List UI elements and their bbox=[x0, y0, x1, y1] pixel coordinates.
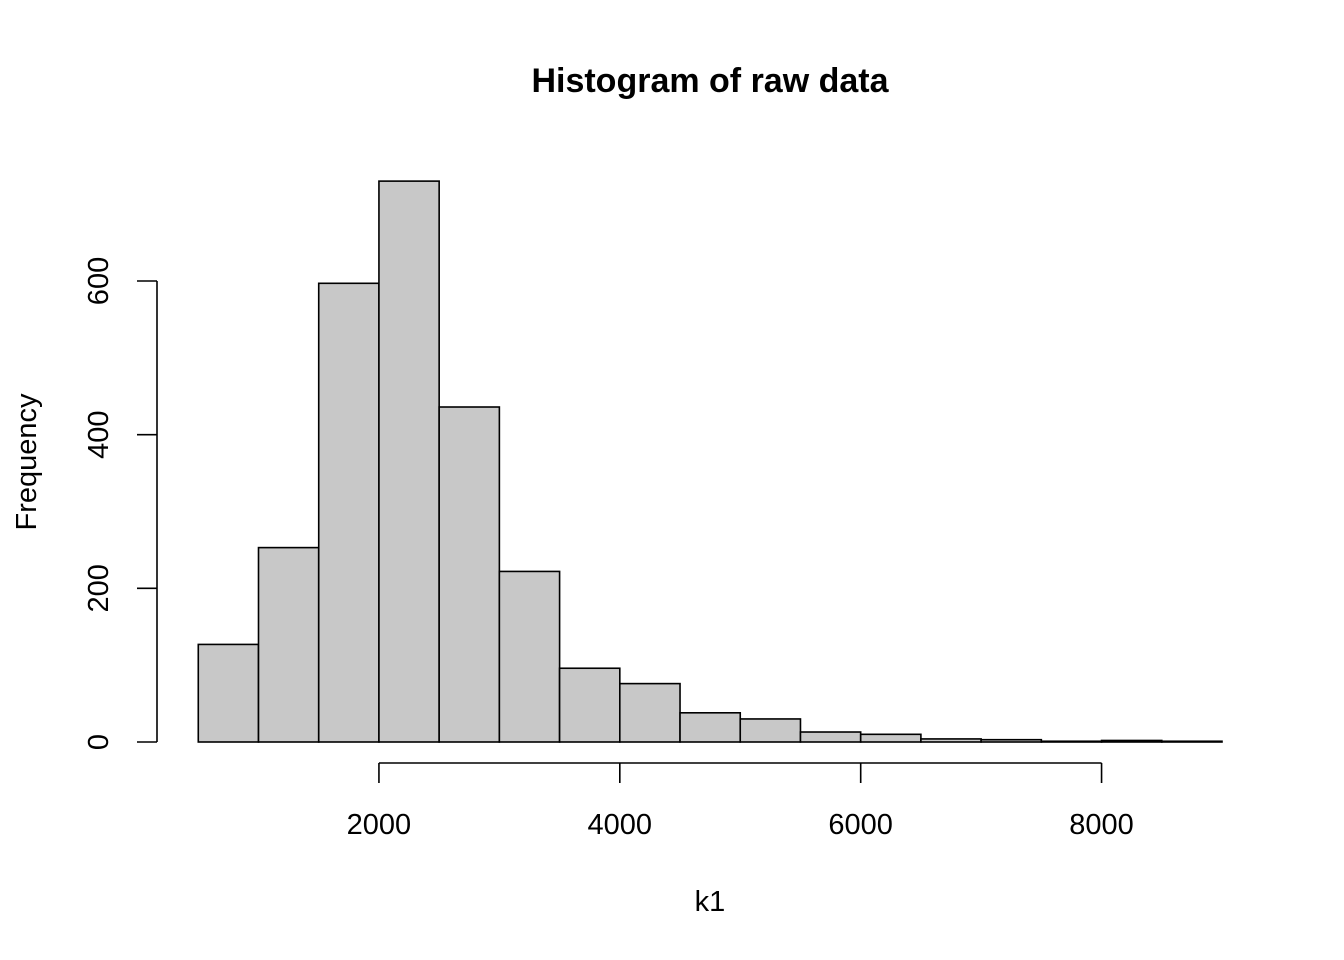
x-tick-label-2000: 2000 bbox=[347, 809, 412, 841]
histogram-bar-15 bbox=[1100, 739, 1163, 743]
x-tick-label-8000: 8000 bbox=[1069, 809, 1134, 841]
histogram-bar-1 bbox=[257, 546, 320, 743]
x-tick-label-6000: 6000 bbox=[828, 809, 893, 841]
chart-title: Histogram of raw data bbox=[531, 62, 889, 100]
bars-group bbox=[197, 180, 1223, 743]
histogram-bar-16 bbox=[1160, 740, 1223, 743]
histogram-bar-8 bbox=[679, 712, 742, 743]
y-tick-label-600: 600 bbox=[83, 257, 115, 305]
y-tick-label-200: 200 bbox=[83, 564, 115, 612]
y-tick-label-0: 0 bbox=[83, 734, 115, 750]
histogram-bar-6 bbox=[558, 667, 621, 743]
x-axis: 2000 4000 6000 8000 bbox=[347, 762, 1134, 841]
histogram-bar-3 bbox=[378, 180, 440, 743]
histogram-bar-12 bbox=[920, 738, 982, 743]
histogram-bar-9 bbox=[739, 718, 802, 743]
histogram-bar-7 bbox=[619, 682, 681, 743]
histogram-bar-5 bbox=[498, 570, 561, 743]
histogram-bar-13 bbox=[980, 738, 1043, 743]
histogram-bar-4 bbox=[438, 406, 501, 743]
y-tick-label-400: 400 bbox=[83, 410, 115, 458]
histogram-bar-14 bbox=[1040, 740, 1103, 743]
y-axis: 0 200 400 600 bbox=[83, 257, 158, 750]
histogram-bar-0 bbox=[197, 643, 260, 743]
y-axis-label: Frequency bbox=[11, 393, 43, 531]
x-axis-label: k1 bbox=[695, 886, 726, 918]
histogram-bar-11 bbox=[859, 733, 922, 743]
x-tick-label-4000: 4000 bbox=[588, 809, 653, 841]
histogram-bar-10 bbox=[799, 731, 862, 743]
histogram-bar-2 bbox=[317, 282, 380, 743]
